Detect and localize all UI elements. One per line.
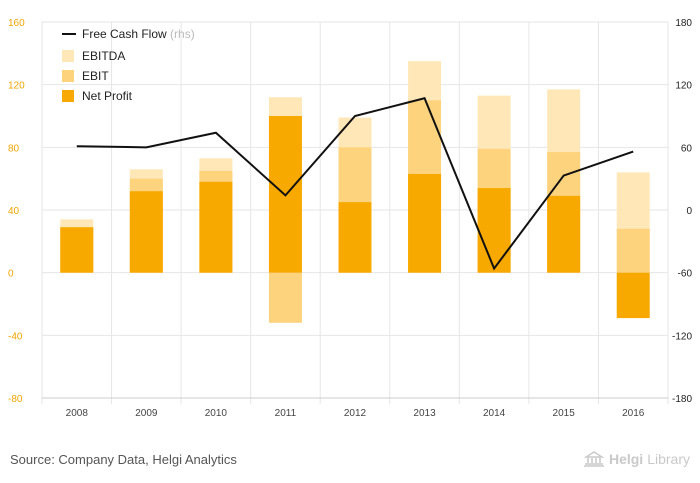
left-tick-label: 0	[8, 269, 14, 280]
fcf-line-series	[76, 97, 634, 271]
legend-label: Free Cash Flow (rhs)	[82, 27, 195, 41]
x-tick-label: 2010	[205, 408, 228, 419]
x-tick-label: 2011	[275, 408, 297, 419]
right-tick-label: -120	[672, 331, 692, 342]
legend: Free Cash Flow (rhs) EBITDA EBIT Net Profit	[62, 27, 195, 103]
left-tick-label: 120	[8, 81, 25, 92]
x-tick-label: 2015	[553, 408, 576, 419]
x-tick-label: 2013	[413, 408, 436, 419]
left-tick-label: 40	[8, 206, 20, 217]
brand-library: Library	[647, 451, 690, 467]
bar-ebit	[616, 228, 650, 273]
x-tick-label: 2009	[135, 408, 158, 419]
x-tick-label: 2008	[66, 408, 89, 419]
bar-net-profit	[199, 181, 233, 273]
bar-net-profit	[616, 272, 650, 319]
legend-swatch-net-profit	[62, 90, 74, 102]
source-note: Source: Company Data, Helgi Analytics	[10, 452, 237, 467]
right-tick-label: -180	[672, 394, 692, 405]
legend-label: EBITDA	[82, 49, 125, 63]
chart: 160 120 80 40 0 -40 -80 180 120 60 0 -60 -120 -180 200…	[8, 18, 692, 419]
left-tick-label: 80	[8, 143, 20, 154]
right-tick-label: 120	[675, 81, 692, 92]
bar-net-profit	[129, 191, 163, 273]
x-tick-label: 2016	[622, 408, 645, 419]
bar-series	[60, 61, 650, 323]
legend-swatch-ebit	[62, 70, 74, 82]
right-tick-label: -60	[678, 269, 693, 280]
helgi-library-logo[interactable]: Helgi Library	[583, 451, 690, 467]
left-tick-label: 160	[8, 18, 25, 29]
axes: 160 120 80 40 0 -40 -80 180 120 60 0 -60 -120 -180 200…	[8, 18, 692, 419]
legend-label: EBIT	[82, 69, 109, 83]
bar-ebit	[268, 272, 302, 323]
right-tick-label: 60	[681, 143, 693, 154]
left-tick-label: -80	[8, 394, 23, 405]
x-tick-label: 2014	[483, 408, 506, 419]
library-building-icon	[583, 451, 605, 467]
brand-helgi: Helgi	[608, 451, 644, 467]
legend-rhs-note: (rhs)	[170, 27, 195, 41]
right-tick-label: 0	[686, 206, 692, 217]
legend-label: Net Profit	[82, 89, 133, 103]
footer: Source: Company Data, Helgi Analytics He…	[0, 445, 700, 483]
fcf-line	[76, 97, 634, 271]
legend-swatch-ebitda	[62, 50, 74, 62]
bar-net-profit	[408, 173, 442, 273]
left-tick-label: -40	[8, 331, 23, 342]
bar-net-profit	[60, 227, 94, 273]
right-tick-label: 180	[675, 18, 692, 29]
bar-net-profit	[547, 195, 581, 273]
x-tick-label: 2012	[344, 408, 367, 419]
bar-net-profit	[338, 202, 372, 273]
bar-net-profit	[477, 188, 511, 273]
